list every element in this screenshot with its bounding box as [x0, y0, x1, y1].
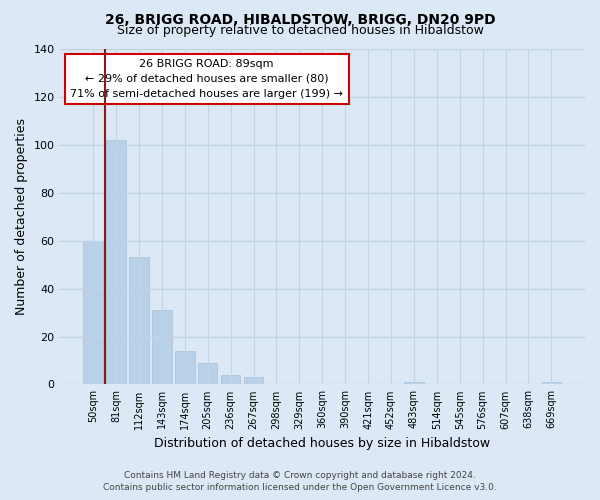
Bar	[106, 140, 126, 384]
Bar	[404, 382, 424, 384]
Y-axis label: Number of detached properties: Number of detached properties	[15, 118, 28, 315]
Text: Contains HM Land Registry data © Crown copyright and database right 2024.
Contai: Contains HM Land Registry data © Crown c…	[103, 471, 497, 492]
X-axis label: Distribution of detached houses by size in Hibaldstow: Distribution of detached houses by size …	[154, 437, 490, 450]
Bar	[129, 258, 149, 384]
Bar	[198, 363, 217, 384]
Bar	[83, 240, 103, 384]
Text: 26, BRIGG ROAD, HIBALDSTOW, BRIGG, DN20 9PD: 26, BRIGG ROAD, HIBALDSTOW, BRIGG, DN20 …	[104, 12, 496, 26]
Bar	[542, 382, 561, 384]
Bar	[152, 310, 172, 384]
Text: Size of property relative to detached houses in Hibaldstow: Size of property relative to detached ho…	[116, 24, 484, 37]
Bar	[221, 375, 241, 384]
Text: 26 BRIGG ROAD: 89sqm
← 29% of detached houses are smaller (80)
71% of semi-detac: 26 BRIGG ROAD: 89sqm ← 29% of detached h…	[70, 59, 343, 98]
Bar	[175, 351, 194, 384]
Bar	[244, 377, 263, 384]
